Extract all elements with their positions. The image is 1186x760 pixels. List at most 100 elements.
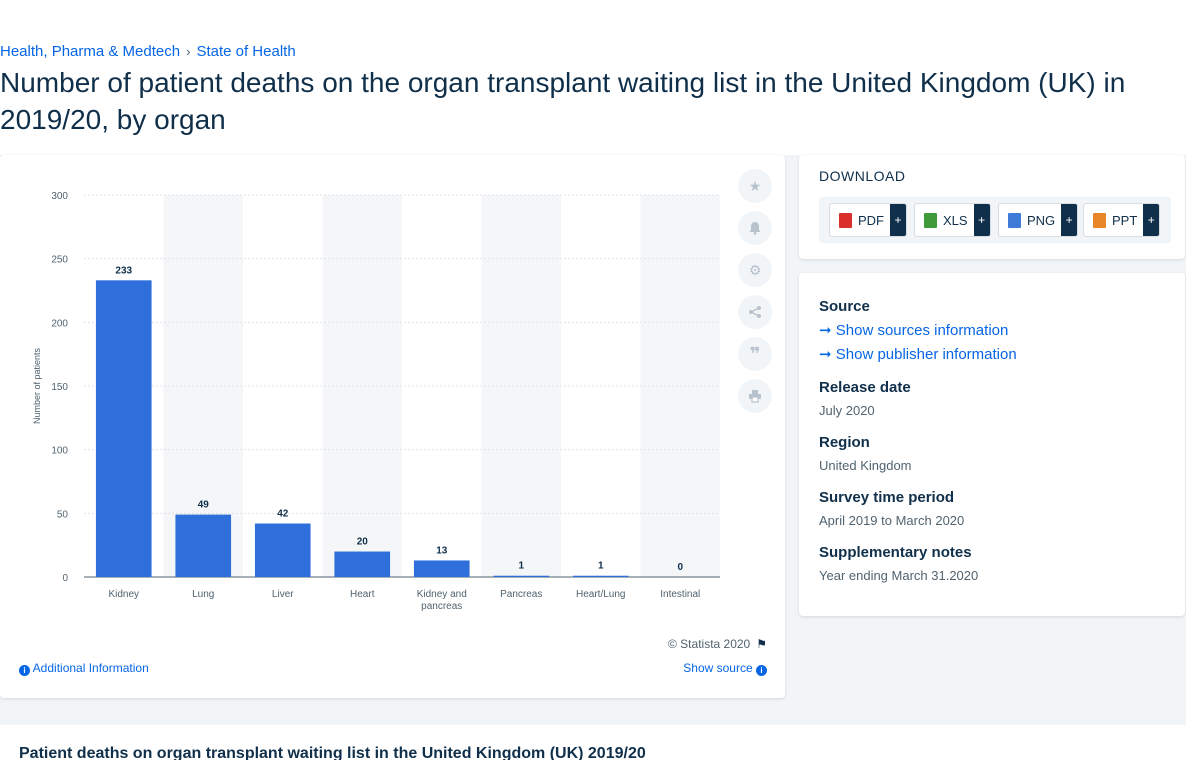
pdf-file-icon <box>839 212 852 228</box>
release-date-label: Release date <box>819 379 911 396</box>
x-tick-label: Liver <box>272 589 294 600</box>
download-png-label: PNG <box>1027 212 1056 228</box>
header-area <box>0 0 1186 155</box>
y-axis-label: Number of patients <box>32 347 42 424</box>
description-title: Patient deaths on organ transplant waiti… <box>19 745 646 760</box>
x-tick-label-line: Lung <box>192 589 214 600</box>
download-png-button[interactable]: PNG + <box>998 203 1079 237</box>
download-pdf-button[interactable]: PDF + <box>829 203 907 237</box>
x-tick-label: Heart/Lung <box>576 589 625 600</box>
star-icon: ★ <box>748 177 762 194</box>
bar <box>572 575 629 577</box>
download-pdf-plus[interactable]: + <box>890 204 906 236</box>
breadcrumb-item-health[interactable]: Health, Pharma & Medtech <box>0 43 181 60</box>
additional-information-label: Additional Information <box>32 661 149 675</box>
favorite-button[interactable]: ★ <box>738 169 772 203</box>
show-sources-link[interactable]: ➞ Show sources information <box>819 321 1008 339</box>
download-xls-button[interactable]: XLS + <box>914 203 991 237</box>
supplementary-notes-value: Year ending March 31.2020 <box>819 568 979 583</box>
download-ppt-label: PPT <box>1112 212 1138 228</box>
source-label: Source <box>819 298 870 315</box>
data-label: 49 <box>198 500 210 511</box>
y-tick-label: 100 <box>51 446 68 457</box>
region-value: United Kingdom <box>819 458 912 473</box>
settings-button[interactable]: ⚙ <box>738 253 772 287</box>
download-ppt-plus[interactable]: + <box>1143 204 1160 236</box>
download-title: DOWNLOAD <box>819 168 906 184</box>
cite-button[interactable]: ❞ <box>738 337 772 371</box>
x-tick-label-line: Heart/Lung <box>576 589 625 600</box>
x-tick-label: Kidney <box>108 589 139 600</box>
survey-period-value: April 2019 to March 2020 <box>819 513 965 528</box>
x-tick-label: Pancreas <box>500 589 542 600</box>
survey-period-label: Survey time period <box>819 489 955 506</box>
bar <box>175 514 232 577</box>
release-date-value: July 2020 <box>819 403 875 418</box>
ppt-file-icon <box>1093 212 1106 228</box>
download-png-plus[interactable]: + <box>1061 204 1078 236</box>
print-button[interactable] <box>738 379 772 413</box>
arrow-right-icon: ➞ <box>819 322 832 339</box>
show-sources-label: Show sources information <box>835 322 1009 339</box>
x-tick-label: Intestinal <box>660 589 700 600</box>
y-tick-label: 0 <box>62 573 68 584</box>
bar <box>254 523 311 577</box>
bar <box>95 280 152 577</box>
notification-button[interactable] <box>738 211 772 245</box>
download-xls-plus[interactable]: + <box>973 204 990 236</box>
y-tick-label: 250 <box>51 255 68 266</box>
data-label: 20 <box>357 537 369 548</box>
data-label: 42 <box>277 509 289 520</box>
download-ppt-button[interactable]: PPT + <box>1083 203 1161 237</box>
data-label: 233 <box>115 265 132 276</box>
y-tick-label: 300 <box>51 191 68 202</box>
xls-file-icon <box>924 212 937 228</box>
share-icon <box>749 306 761 318</box>
breadcrumb-item-state-of-health[interactable]: State of Health <box>196 43 296 60</box>
x-tick-label-line: Kidney and <box>417 589 467 600</box>
chart-actions: ★ ⚙ ❞ <box>738 169 772 421</box>
bar <box>493 575 550 577</box>
info-icon: i <box>19 665 30 676</box>
data-label: 0 <box>677 562 683 573</box>
x-tick-label-line: Liver <box>272 589 294 600</box>
breadcrumb: Health, Pharma & Medtech › State of Health <box>0 43 296 60</box>
print-icon <box>749 390 761 403</box>
statistic-info-card: Source ➞ Show sources information ➞ Show… <box>799 273 1185 616</box>
page-title: Number of patient deaths on the organ tr… <box>0 67 1126 135</box>
share-button[interactable] <box>738 295 772 329</box>
x-tick-label: Kidney and pancreas <box>417 589 467 612</box>
show-source-label: Show source <box>683 661 753 675</box>
chart-card: 0 50 100 150 200 250 300 Number of patients 233 K… <box>0 155 785 698</box>
additional-information-link[interactable]: i Additional Information <box>19 661 149 676</box>
show-publisher-label: Show publisher information <box>835 346 1017 363</box>
supplementary-notes-label: Supplementary notes <box>819 544 972 561</box>
flag-icon[interactable]: ⚑ <box>756 637 767 651</box>
x-tick-label-line: Intestinal <box>660 589 700 600</box>
x-tick-label-line: Pancreas <box>500 589 542 600</box>
show-publisher-link[interactable]: ➞ Show publisher information <box>819 345 1017 363</box>
copyright-text: © Statista 2020 <box>668 637 751 651</box>
bell-icon <box>749 222 761 235</box>
chart-copyright: © Statista 2020 ⚑ <box>668 637 767 651</box>
x-tick-label: Heart <box>350 589 375 600</box>
column-band <box>322 195 402 577</box>
download-buttons: PDF + XLS + PNG + PPT + <box>819 197 1171 243</box>
breadcrumb-separator: › <box>186 44 191 59</box>
description-card: Patient deaths on organ transplant waiti… <box>0 725 1186 760</box>
y-tick-label: 200 <box>51 318 68 329</box>
download-card: DOWNLOAD PDF + XLS + PNG + PPT + <box>799 155 1185 259</box>
y-tick-label: 150 <box>51 382 68 393</box>
info-icon: i <box>756 665 767 676</box>
quote-icon: ❞ <box>749 343 761 364</box>
arrow-right-icon: ➞ <box>819 346 832 363</box>
x-tick-label-line: Heart <box>350 589 375 600</box>
data-label: 1 <box>518 561 524 572</box>
region-label: Region <box>819 434 870 451</box>
x-tick-label-line: pancreas <box>421 601 462 612</box>
data-label: 1 <box>598 561 604 572</box>
png-file-icon <box>1008 212 1021 228</box>
show-source-link[interactable]: Show source i <box>683 661 767 676</box>
gear-icon: ⚙ <box>748 261 762 278</box>
